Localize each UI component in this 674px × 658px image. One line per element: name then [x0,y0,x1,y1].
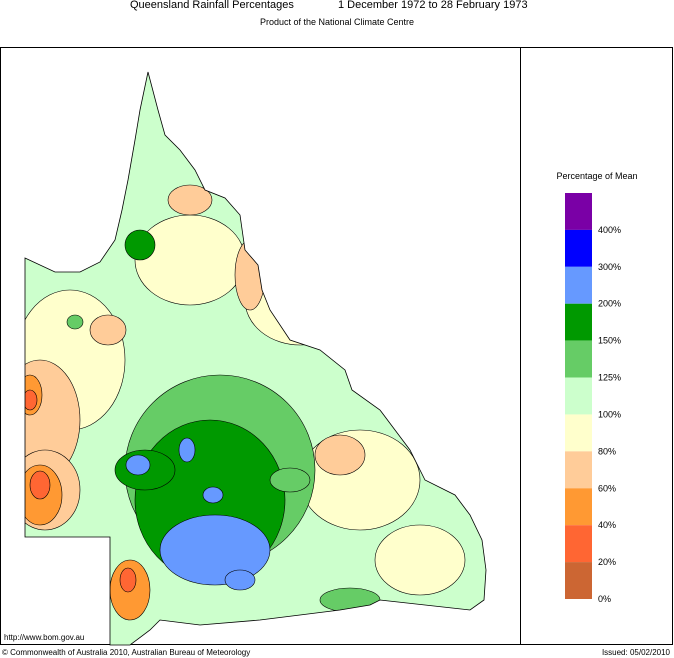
legend-swatch [565,229,592,267]
frame [0,47,673,645]
legend-swatch [565,488,592,526]
legend-swatch [565,451,592,489]
issued: Issued: 05/02/2010 [602,648,671,657]
legend: 400% 300% 200% 150% 125% 100% 80% 60% 40% 20% 0% [565,193,621,604]
legend-label: 100% [598,409,621,419]
legend-label: 150% [598,336,621,346]
legend-swatch [565,562,592,599]
subtitle: Product of the National Climate Centre [260,17,414,27]
legend-label: 60% [598,483,616,493]
state-outline [24,71,487,646]
url: http://www.bom.gov.au [4,633,84,642]
legend-label: 400% [598,225,621,235]
legend-swatch [565,193,592,230]
title: Queensland Rainfall Percentages [130,0,294,11]
legend-swatch [565,377,592,415]
legend-label: 40% [598,520,616,530]
legend-swatch [565,525,592,563]
period: 1 December 1972 to 28 February 1973 [338,0,528,11]
copyright: © Commonwealth of Australia 2010, Austra… [2,648,250,657]
legend-label: 0% [598,594,611,604]
legend-label: 20% [598,557,616,567]
legend-label: 200% [598,299,621,309]
legend-swatch [565,414,592,452]
legend-label: 80% [598,446,616,456]
rainfall-map [25,72,486,645]
legend-swatch [565,303,592,341]
legend-swatch [565,266,592,304]
legend-swatch [565,340,592,378]
legend-label: 125% [598,373,621,383]
legend-label: 300% [598,262,621,272]
legend-title: Percentage of Mean [556,171,637,181]
